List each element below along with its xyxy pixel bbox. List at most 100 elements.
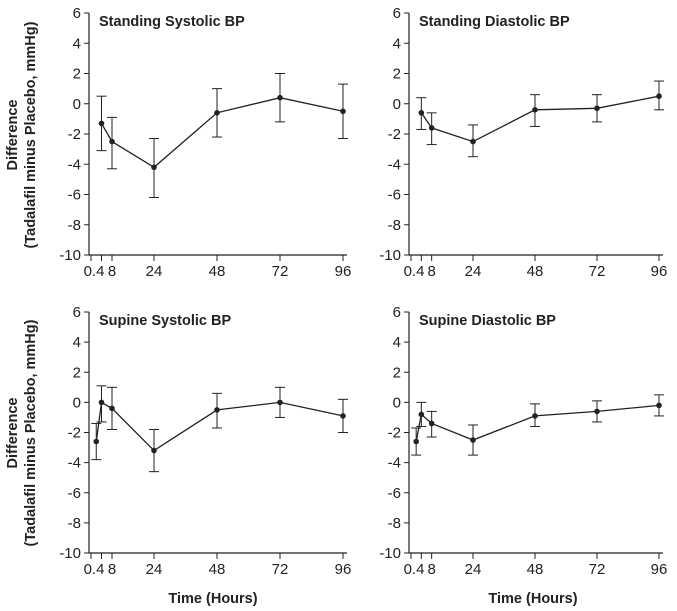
y-tick-label: 2 (393, 66, 401, 83)
x-tick-label: 72 (272, 561, 289, 578)
y-tick-label: 0 (73, 96, 81, 113)
x-tick-label: 24 (465, 561, 482, 578)
data-point (470, 138, 476, 145)
data-point (151, 164, 157, 171)
data-point (428, 420, 435, 427)
xlabel-left: Time (Hours) (168, 591, 257, 607)
data-point (93, 438, 100, 445)
chart-panel-2: 6 4 2 0 -2 -4 -6 -8 -100.4 8 24 48 72 96 Standing Dias… (379, 5, 667, 280)
y-tick-label: 0 (73, 394, 81, 411)
y-tick-label: -10 (379, 545, 401, 562)
y-tick-label: -6 (388, 187, 401, 204)
ylabel-bottom-line1: Difference (5, 398, 21, 469)
panel-title: Supine Systolic BP (99, 313, 231, 329)
data-point (656, 402, 662, 409)
y-tick-label: -2 (388, 425, 401, 442)
data-point (109, 138, 115, 145)
y-tick-label: 6 (73, 304, 81, 321)
y-tick-label: -4 (388, 156, 401, 173)
ylabel-top-line2: (Tadalafil minus Placebo, mmHg) (23, 21, 39, 248)
y-tick-label: -2 (388, 126, 401, 143)
y-tick-label: 2 (393, 364, 401, 381)
y-tick-label: 4 (393, 35, 401, 52)
data-point (594, 105, 600, 112)
data-point (340, 413, 346, 419)
y-tick-label: 4 (73, 35, 81, 52)
x-tick-label: 24 (146, 561, 163, 578)
x-tick-label: 96 (335, 561, 352, 578)
chart-panel-4: 6 4 2 0 -2 -4 -6 -8 -100.4 8 24 48 72 96 Supine Diasto… (379, 304, 667, 578)
y-tick-label: -2 (68, 425, 81, 442)
x-tick-label: 96 (651, 561, 668, 578)
data-point (428, 125, 435, 131)
y-tick-label: -10 (59, 247, 81, 264)
y-tick-label: -10 (59, 545, 81, 562)
panel-title: Standing Systolic BP (99, 14, 245, 30)
data-point (98, 120, 105, 127)
x-tick-label: 8 (108, 561, 116, 578)
data-point (656, 93, 662, 99)
x-tick-label: 0.4 (404, 561, 425, 578)
x-tick-label: 8 (108, 263, 116, 280)
x-tick-label: 8 (427, 263, 435, 280)
panel-title: Standing Diastolic BP (419, 14, 570, 30)
y-tick-label: -8 (388, 515, 401, 532)
x-tick-label: 48 (527, 263, 544, 280)
y-tick-label: -10 (379, 247, 401, 264)
x-tick-label: 72 (272, 263, 289, 280)
data-point (418, 110, 425, 116)
y-tick-label: 0 (393, 96, 401, 113)
x-tick-label: 48 (209, 263, 226, 280)
ylabel-bottom-line2: (Tadalafil minus Placebo, mmHg) (23, 319, 39, 546)
y-tick-label: 4 (393, 334, 401, 351)
x-tick-label: 96 (651, 263, 668, 280)
data-point (532, 107, 538, 113)
x-tick-label: 0.4 (84, 561, 105, 578)
series-line (415, 404, 660, 442)
data-point (109, 405, 115, 412)
y-tick-label: -6 (68, 485, 81, 502)
ylabel-top-line1: Difference (5, 100, 21, 171)
y-tick-label: -6 (68, 187, 81, 204)
data-point (98, 399, 105, 406)
x-tick-label: 0.4 (84, 263, 105, 280)
x-tick-label: 72 (589, 561, 606, 578)
y-tick-label: 4 (73, 334, 81, 351)
data-point (594, 408, 600, 415)
data-point (277, 94, 283, 101)
x-tick-label: 0.4 (404, 263, 425, 280)
x-tick-label: 24 (465, 263, 482, 280)
data-point (214, 407, 220, 413)
y-tick-label: 6 (393, 5, 401, 22)
x-tick-label: 72 (589, 263, 606, 280)
data-point (532, 413, 538, 419)
y-tick-label: -4 (68, 455, 81, 472)
y-tick-label: -6 (388, 485, 401, 502)
y-tick-label: 6 (73, 5, 81, 22)
x-tick-label: 8 (427, 561, 435, 578)
y-tick-label: -4 (388, 455, 401, 472)
x-tick-label: 48 (527, 561, 544, 578)
data-point (151, 447, 157, 454)
y-tick-label: 2 (73, 364, 81, 381)
chart-panel-3: 6 4 2 0 -2 -4 -6 -8 -100.4 8 24 48 72 96 Supine Systol… (59, 304, 351, 578)
series-line (420, 95, 660, 143)
data-point (470, 437, 476, 443)
y-tick-label: 2 (73, 66, 81, 83)
xlabel-right: Time (Hours) (488, 591, 577, 607)
x-tick-label: 96 (335, 263, 352, 280)
series-line (100, 97, 344, 169)
y-tick-label: -4 (68, 156, 81, 173)
y-tick-label: 0 (393, 394, 401, 411)
chart-panel-1: 6 4 2 0 -2 -4 -6 -8 -100.4 8 24 48 72 96 Standing Syst… (59, 5, 351, 280)
data-point (214, 110, 220, 116)
y-tick-label: 6 (393, 304, 401, 321)
data-point (277, 399, 283, 406)
x-tick-label: 24 (146, 263, 163, 280)
panel-title: Supine Diastolic BP (419, 313, 556, 329)
data-point (340, 108, 346, 115)
data-point (413, 438, 419, 445)
y-tick-label: -2 (68, 126, 81, 143)
